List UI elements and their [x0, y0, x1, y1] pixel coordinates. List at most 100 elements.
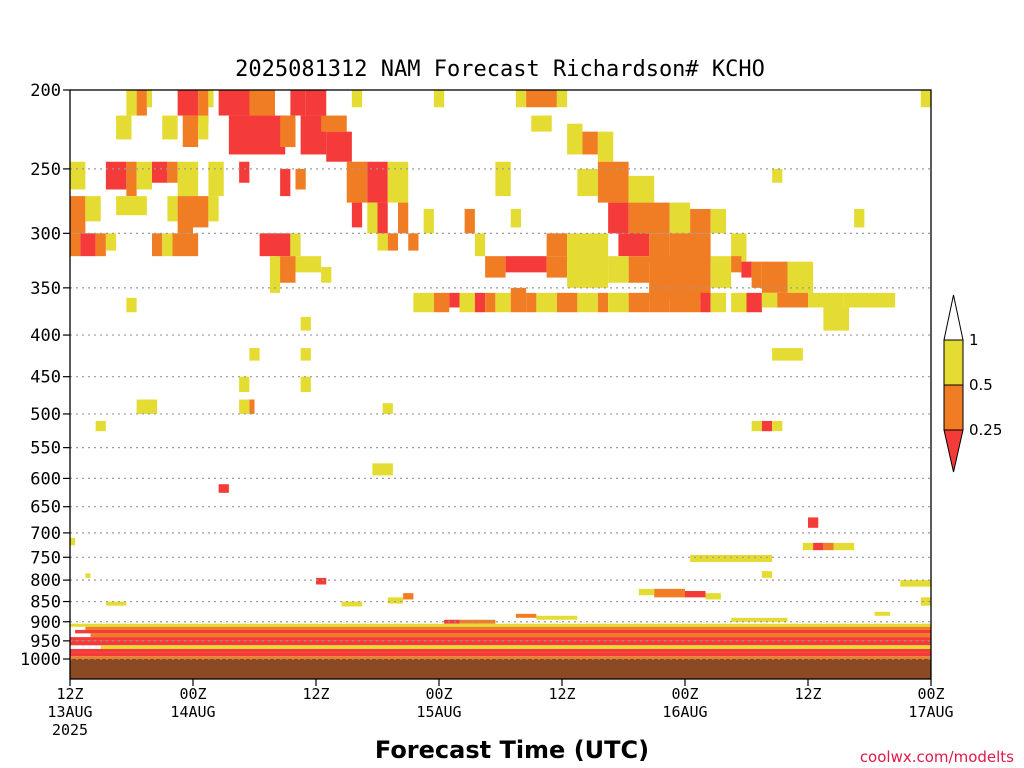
ri-cell: [269, 256, 281, 293]
ri-cell: [126, 161, 137, 197]
ri-cell: [70, 196, 86, 234]
y-tick-label: 650: [30, 498, 61, 518]
ri-cell: [70, 652, 931, 657]
ri-cell: [377, 233, 388, 251]
y-tick-label: 400: [30, 326, 61, 346]
ri-cell: [772, 348, 803, 361]
ri-cell: [531, 115, 552, 132]
ri-cell: [761, 261, 788, 293]
x-tick-label: 13AUG: [47, 703, 92, 721]
ri-cell: [654, 588, 685, 598]
ri-cell: [920, 90, 931, 108]
ri-cell: [259, 233, 291, 257]
ri-cell: [690, 208, 711, 234]
ri-cell: [346, 161, 368, 203]
ri-cell: [290, 90, 306, 116]
ri-cell: [182, 115, 199, 148]
ri-cell: [920, 597, 931, 606]
ri-cell: [628, 202, 644, 240]
ri-cell: [808, 517, 819, 528]
ri-cell: [628, 256, 650, 283]
y-tick-label: 250: [30, 160, 61, 180]
ri-cell: [105, 161, 127, 190]
ri-cell: [772, 168, 783, 183]
ri-cell: [685, 590, 706, 598]
ri-cell: [772, 420, 783, 432]
x-axis-label: Forecast Time (UTC): [375, 736, 649, 764]
ri-cell: [80, 233, 96, 257]
ri-cell: [536, 615, 578, 620]
y-tick-label: 950: [30, 632, 61, 652]
x-tick-label: 12Z: [548, 685, 575, 703]
ri-cell: [731, 256, 742, 273]
ri-cell: [162, 233, 173, 257]
x-tick-label: 00Z: [671, 685, 698, 703]
ri-cell: [556, 90, 568, 108]
x-tick-label: 16AUG: [662, 703, 707, 721]
y-tick-label: 300: [30, 224, 61, 244]
ri-cell: [341, 601, 363, 607]
ri-cell: [813, 542, 824, 551]
y-axis-ticks: 200 250 300 350 400 450 500 550 600 650 700 750 8008…: [20, 81, 70, 670]
ri-cell: [105, 233, 117, 251]
ri-cell: [608, 292, 629, 313]
ri-cell: [546, 233, 568, 257]
ri-cell: [75, 629, 931, 634]
y-tick-label: 900: [30, 613, 61, 633]
ri-cell: [649, 256, 711, 298]
x-tick-label: 00Z: [425, 685, 452, 703]
ri-cell: [582, 131, 598, 155]
ri-cell: [644, 202, 670, 234]
ri-cell: [100, 645, 931, 649]
ri-cell: [116, 115, 132, 140]
ri-cell: [70, 537, 76, 546]
y-tick-label: 850: [30, 593, 61, 613]
ri-cell: [597, 131, 614, 162]
ri-cell: [239, 399, 250, 414]
ri-cell: [167, 161, 178, 183]
ri-cell: [608, 202, 629, 234]
ri-cell: [433, 292, 450, 313]
ri-cell: [700, 292, 711, 313]
ri-cell: [85, 626, 931, 630]
ri-cell: [833, 542, 855, 551]
ri-cell: [198, 90, 209, 124]
ri-cell: [70, 656, 931, 659]
ri-cell: [295, 168, 306, 190]
ri-cell: [95, 233, 106, 257]
ri-cell: [854, 208, 865, 228]
ri-cell: [485, 256, 506, 278]
ri-cell: [387, 597, 404, 604]
ri-cell: [546, 256, 568, 278]
ri-cell: [146, 90, 152, 108]
ri-cell: [731, 233, 747, 262]
y-tick-label: 600: [30, 469, 61, 489]
ri-cell: [638, 588, 655, 596]
ri-cell: [70, 637, 931, 641]
ri-cell: [649, 292, 670, 313]
ri-cell: [577, 168, 598, 197]
ri-cell: [567, 256, 609, 288]
ri-cell: [326, 131, 352, 162]
pressure-gridlines: [70, 168, 931, 660]
ri-cell: [177, 161, 199, 197]
y-tick-label: 700: [30, 524, 61, 544]
ri-cell: [474, 292, 486, 313]
ri-cell: [90, 633, 931, 638]
ri-cell: [649, 233, 670, 262]
ri-cell: [628, 175, 655, 203]
ri-cell: [505, 256, 547, 273]
ri-cell: [597, 161, 629, 203]
y-tick-label: 450: [30, 368, 61, 388]
ri-cell: [280, 168, 291, 197]
colorbar-label: 0.25: [969, 421, 1002, 439]
ri-cell: [705, 593, 721, 600]
ri-cell: [316, 577, 327, 585]
y-tick-label: 200: [30, 81, 61, 101]
ri-cell: [126, 90, 137, 116]
ri-cell: [105, 601, 127, 606]
ri-cell: [228, 115, 255, 155]
ri-cell: [249, 399, 255, 414]
ri-cell: [177, 196, 193, 234]
ri-cell: [710, 208, 726, 234]
